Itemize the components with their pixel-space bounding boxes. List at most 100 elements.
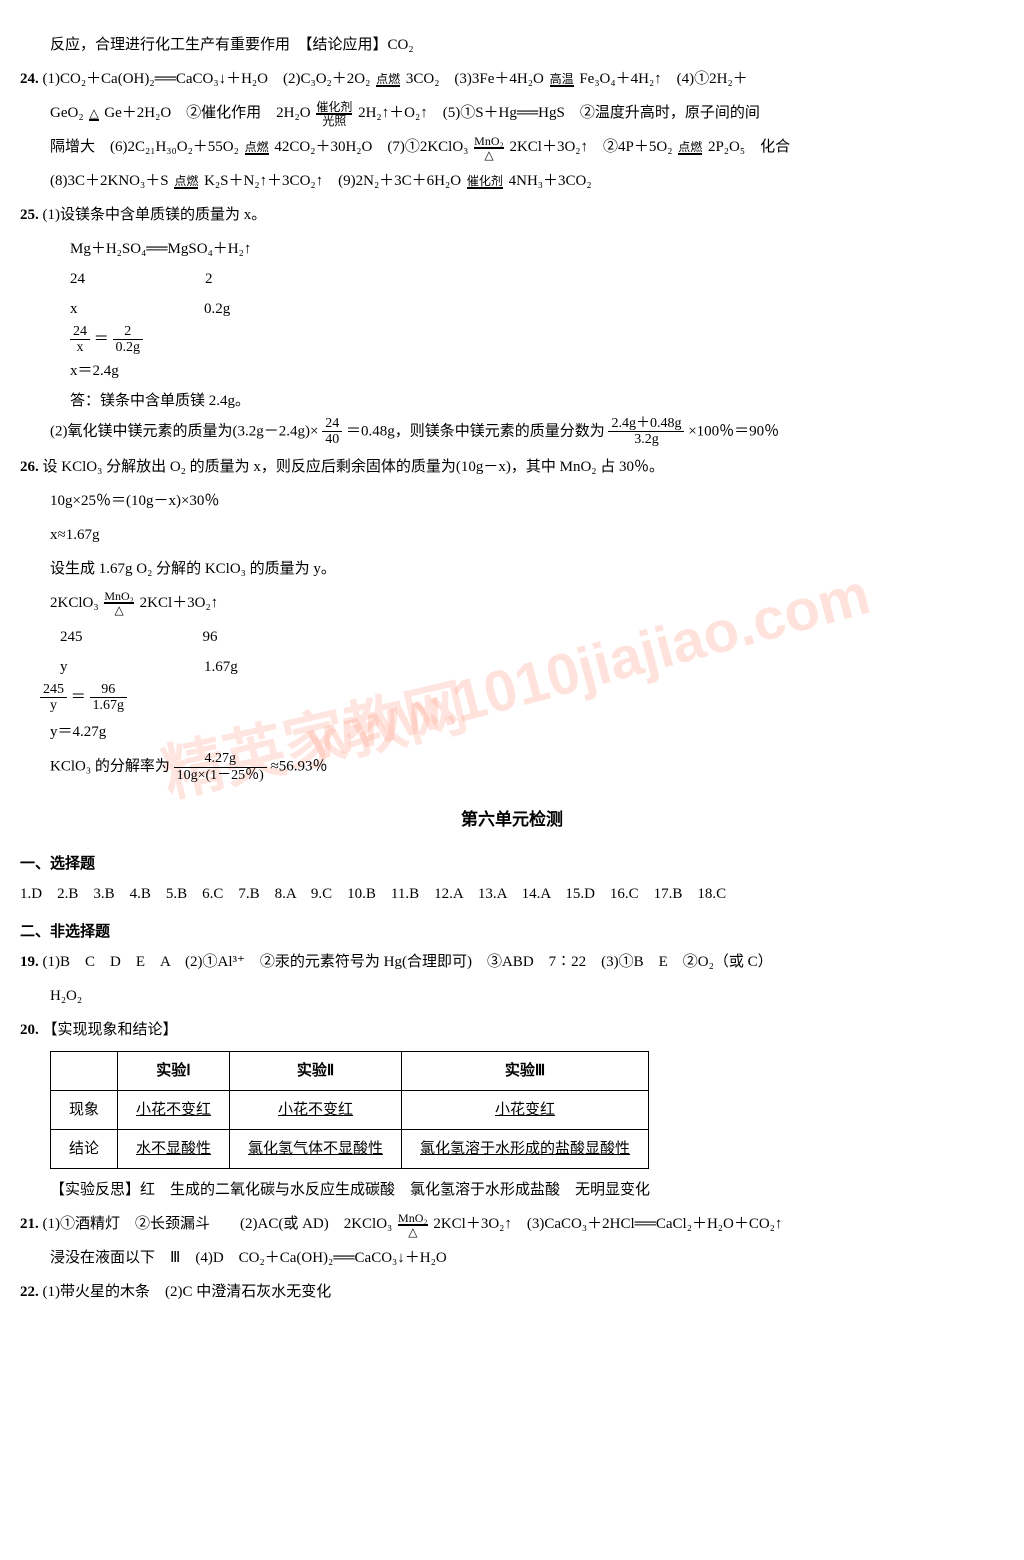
q25-label: 25. [20, 207, 39, 223]
q24-l4a: (8)3C＋2KNO₃＋S [50, 173, 169, 189]
cond-cat-light: 催化剂光照 [316, 101, 352, 127]
cond-gaowen: 高温 [550, 73, 574, 87]
q24-l3a: 隔增大 (6)2C₂₁H₃₀O₂＋55O₂ [50, 139, 239, 155]
th-exp1: 实验Ⅰ [118, 1052, 230, 1091]
row-label: 结论 [51, 1130, 118, 1169]
q24-line2: GeO₂ △ Ge＋2H₂O ②催化作用 2H₂O 催化剂光照 2H₂↑＋O₂↑… [20, 98, 1004, 128]
q22-line: 22. (1)带火星的木条 (2)C 中澄清石灰水无变化 [20, 1277, 1004, 1307]
th-blank [51, 1052, 118, 1091]
q26-line3: x≈1.67g [20, 520, 1004, 550]
q19-text1: (1)B C D E A (2)①Al³⁺ ②汞的元素符号为 Hg(合理即可) … [43, 954, 773, 970]
q24-line1: 24. (1)CO₂＋Ca(OH)₂══CaCO₃↓＋H₂O (2)C₃O₂＋2… [20, 64, 1004, 94]
cond-dianran1: 点燃 [376, 73, 400, 87]
cell: y [60, 652, 84, 682]
cell: 96 [203, 622, 218, 652]
q26-fa: KClO₃ 的分解率为 [50, 759, 170, 775]
cond-dianran2: 点燃 [245, 141, 269, 155]
q26-eq: 2KClO₃ MnO₂△ 2KCl＋3O₂↑ [20, 588, 1004, 618]
q26-row2: y 1.67g [60, 652, 1004, 682]
table-row-conclusion: 结论 水不显酸性 氯化氢气体不显酸性 氯化氢溶于水形成的盐酸显酸性 [51, 1130, 649, 1169]
cell: 氯化氢溶于水形成的盐酸显酸性 [402, 1130, 649, 1169]
q20-label: 20. [20, 1022, 39, 1038]
cond-cat: 催化剂 [467, 175, 503, 189]
cell: 小花不变红 [118, 1091, 230, 1130]
q24-l4b: K₂S＋N₂↑＋3CO₂↑ (9)2N₂＋3C＋6H₂O [204, 173, 461, 189]
cell: x [70, 294, 84, 324]
q26-row1: 245 96 [60, 622, 1004, 652]
q20-intro: 20. 【实现现象和结论】 [20, 1015, 1004, 1045]
section1-title: 一、选择题 [20, 849, 1004, 879]
cond-tri: △ [89, 107, 98, 121]
q24-line3: 隔增大 (6)2C₂₁H₃₀O₂＋55O₂ 点燃 42CO₂＋30H₂O (7)… [20, 132, 1004, 162]
q26-setup: 设 KClO₃ 分解放出 O₂ 的质量为 x，则反应后剩余固体的质量为(10g－… [43, 459, 665, 475]
q26-line1: 26. 设 KClO₃ 分解放出 O₂ 的质量为 x，则反应后剩余固体的质量为(… [20, 452, 1004, 482]
q25-row2: x 0.2g [70, 294, 1004, 324]
q24-line4: (8)3C＋2KNO₃＋S 点燃 K₂S＋N₂↑＋3CO₂↑ (9)2N₂＋3C… [20, 166, 1004, 196]
cell: 小花变红 [402, 1091, 649, 1130]
section2-title: 二、非选择题 [20, 917, 1004, 947]
q24-l2b: Ge＋2H₂O ②催化作用 2H₂O [104, 105, 310, 121]
intro-line: 反应，合理进行化工生产有重要作用 【结论应用】CO₂ [20, 30, 1004, 60]
q20-table: 实验Ⅰ 实验Ⅱ 实验Ⅲ 现象 小花不变红 小花不变红 小花变红 结论 水不显酸性… [50, 1051, 649, 1169]
q25-line1: 25. (1)设镁条中含单质镁的质量为 x。 [20, 200, 1004, 230]
cell: 2 [205, 264, 213, 294]
cond-dianran4: 点燃 [174, 175, 198, 189]
q25-row1: 24 2 [70, 264, 1004, 294]
q24-l3b: 42CO₂＋30H₂O (7)①2KClO₃ [274, 139, 468, 155]
q26-label: 26. [20, 459, 39, 475]
q25-answer: 答：镁条中含单质镁 2.4g。 [70, 386, 1004, 416]
q21-p1: (1)①酒精灯 ②长颈漏斗 (2)AC(或 AD) 2KClO₃ [43, 1216, 393, 1232]
q21-line1: 21. (1)①酒精灯 ②长颈漏斗 (2)AC(或 AD) 2KClO₃ MnO… [20, 1209, 1004, 1239]
q26-eqa: 2KClO₃ [50, 595, 99, 611]
q26-fb: ≈56.93％ [271, 759, 328, 775]
cell: 小花不变红 [230, 1091, 402, 1130]
q22-text: (1)带火星的木条 (2)C 中澄清石灰水无变化 [43, 1284, 332, 1300]
q26-line2: 10g×25％＝(10g－x)×30％ [20, 486, 1004, 516]
cond-mno2-tri: MnO₂△ [474, 135, 504, 161]
cond-mno2-tri3: MnO₂△ [398, 1212, 428, 1238]
q26-result: y＝4.27g [20, 717, 1004, 747]
cond-mno2-tri2: MnO₂△ [104, 590, 134, 616]
q25-result: x＝2.4g [70, 356, 1004, 386]
q24-l2a: GeO₂ [50, 105, 84, 121]
q26-proportion: 245y ＝ 961.67g [20, 682, 1004, 714]
q26-final: KClO₃ 的分解率为 4.27g10g×(1－25％) ≈56.93％ [20, 751, 1004, 783]
q20-reflect: 【实验反思】红 生成的二氧化碳与水反应生成碳酸 氯化氢溶于水形成盐酸 无明显变化 [20, 1175, 1004, 1205]
mc-answers: 1.D 2.B 3.B 4.B 5.B 6.C 7.B 8.A 9.C 10.B… [20, 879, 1004, 909]
q19-label: 19. [20, 954, 39, 970]
q25-p2a: (2)氧化镁中镁元素的质量为(3.2g－2.4g)× [50, 423, 318, 439]
q24-l3d: 2P₂O₅ 化合 [708, 139, 790, 155]
q24-l3c: 2KCl＋3O₂↑ ②4P＋5O₂ [509, 139, 672, 155]
q20-introtext: 【实现现象和结论】 [43, 1022, 178, 1038]
q19-line1: 19. (1)B C D E A (2)①Al³⁺ ②汞的元素符号为 Hg(合理… [20, 947, 1004, 977]
q25-setup: (1)设镁条中含单质镁的质量为 x。 [43, 207, 267, 223]
q19-line2: H₂O₂ [20, 981, 1004, 1011]
q24-p1: (1)CO₂＋Ca(OH)₂══CaCO₃↓＋H₂O (2)C₃O₂＋2O₂ [43, 71, 371, 87]
th-exp3: 实验Ⅲ [402, 1052, 649, 1091]
cell: 0.2g [204, 294, 230, 324]
q25-p2b: ＝0.48g，则镁条中镁元素的质量分数为 [346, 423, 605, 439]
table-header-row: 实验Ⅰ 实验Ⅱ 实验Ⅲ [51, 1052, 649, 1091]
q24-p2: 3CO₂ (3)3Fe＋4H₂O [406, 71, 544, 87]
row-label: 现象 [51, 1091, 118, 1130]
q21-p2: 2KCl＋3O₂↑ (3)CaCO₃＋2HCl══CaCl₂＋H₂O＋CO₂↑ [433, 1216, 782, 1232]
q24-l4c: 4NH₃＋3CO₂ [509, 173, 592, 189]
cell: 1.67g [204, 652, 238, 682]
q25-p2c: ×100％＝90％ [688, 423, 779, 439]
th-exp2: 实验Ⅱ [230, 1052, 402, 1091]
q24-l2c: 2H₂↑＋O₂↑ (5)①S＋Hg══HgS ②温度升高时，原子间的间 [358, 105, 760, 121]
cell: 24 [70, 264, 85, 294]
unit6-title: 第六单元检测 [20, 803, 1004, 837]
table-row-phenomenon: 现象 小花不变红 小花不变红 小花变红 [51, 1091, 649, 1130]
cond-dianran3: 点燃 [678, 141, 702, 155]
q26-line4: 设生成 1.67g O₂ 分解的 KClO₃ 的质量为 y。 [20, 554, 1004, 584]
cell: 氯化氢气体不显酸性 [230, 1130, 402, 1169]
cell: 245 [60, 622, 83, 652]
q26-eqb: 2KCl＋3O₂↑ [140, 595, 219, 611]
q24-p3: Fe₃O₄＋4H₂↑ (4)①2H₂＋ [579, 71, 747, 87]
q21-label: 21. [20, 1216, 39, 1232]
q25-proportion: 24x ＝ 20.2g [70, 324, 1004, 356]
q24-label: 24. [20, 71, 39, 87]
q25-part2: (2)氧化镁中镁元素的质量为(3.2g－2.4g)× 2440 ＝0.48g，则… [20, 416, 1004, 448]
q21-line2: 浸没在液面以下 Ⅲ (4)D CO₂＋Ca(OH)₂══CaCO₃↓＋H₂O [20, 1243, 1004, 1273]
